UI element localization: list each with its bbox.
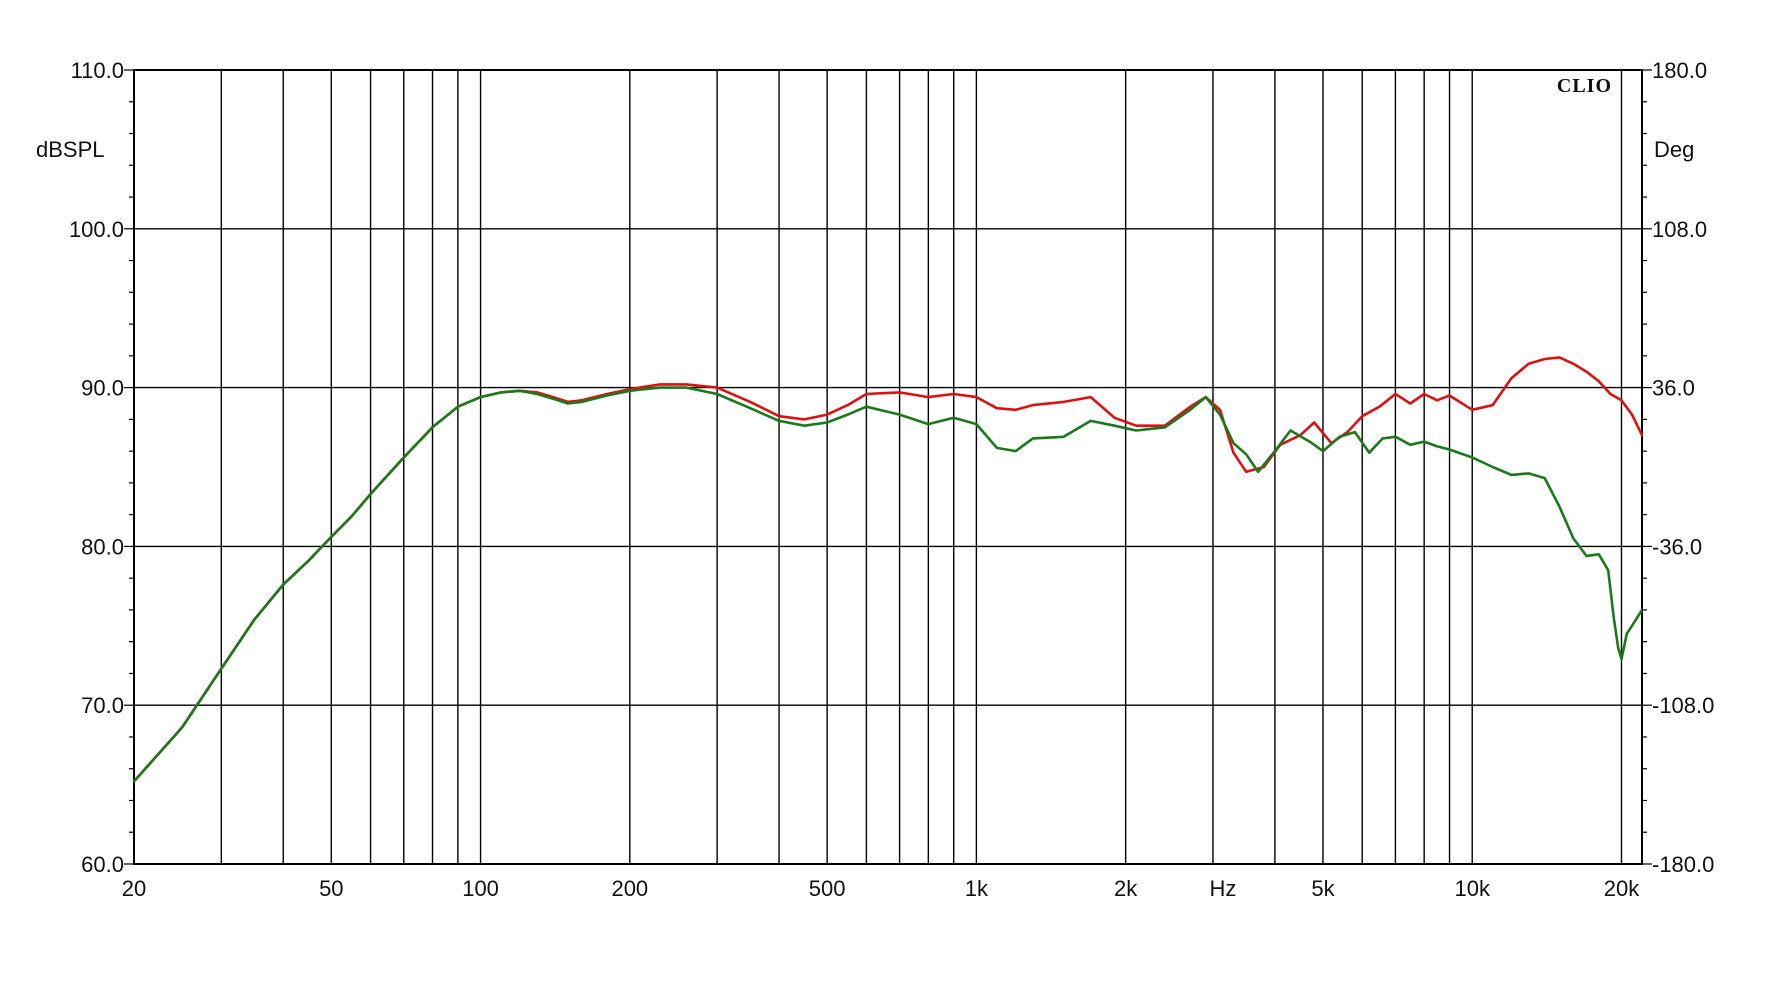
right-axis-tick-label: -108.0: [1652, 693, 1714, 718]
x-axis-tick-label: 100: [462, 876, 499, 901]
x-axis-tick-label: 5k: [1311, 876, 1335, 901]
left-axis-tick-label: 70.0: [81, 693, 124, 718]
x-axis-tick-label: 500: [809, 876, 846, 901]
right-axis-tick-label: 180.0: [1652, 58, 1707, 83]
left-axis-tick-label: 100.0: [69, 217, 124, 242]
left-axis-unit-label: dBSPL: [36, 137, 105, 162]
left-axis-tick-label: 110.0: [71, 58, 124, 83]
x-axis-tick-label: 50: [319, 876, 343, 901]
x-axis-tick-label: 20k: [1604, 876, 1640, 901]
right-axis-tick-label: 36.0: [1652, 376, 1695, 401]
right-axis-tick-label: 108.0: [1652, 217, 1707, 242]
x-axis-unit-label: Hz: [1210, 876, 1237, 901]
right-axis-tick-label: -180.0: [1652, 852, 1714, 877]
x-axis-tick-label: 200: [611, 876, 648, 901]
plot-frame: [133, 69, 1643, 865]
x-axis-ticks: 20 50 100 200 500 1k 2k 5k 10k 20k: [122, 876, 1640, 901]
x-axis-tick-label: 10k: [1454, 876, 1490, 901]
left-axis-ticks: 110.0 100.0 90.0 80.0 70.0 60.0: [69, 58, 134, 877]
x-axis-tick-label: 1k: [965, 876, 989, 901]
left-axis-tick-label: 90.0: [81, 376, 124, 401]
brand-logo: CLIO: [1557, 75, 1612, 97]
right-axis-ticks: 180.0 108.0 36.0 -36.0 -108.0 -180.0: [1642, 58, 1714, 877]
right-axis-tick-label: -36.0: [1652, 534, 1702, 559]
x-axis-tick-label: 20: [122, 876, 146, 901]
x-axis-tick-label: 2k: [1114, 876, 1138, 901]
right-axis-unit-label: Deg: [1654, 137, 1694, 162]
series-layer: [132, 356, 1644, 783]
series-green-line: [132, 386, 1644, 783]
left-axis-tick-label: 60.0: [81, 852, 124, 877]
left-axis-tick-label: 80.0: [81, 534, 124, 559]
